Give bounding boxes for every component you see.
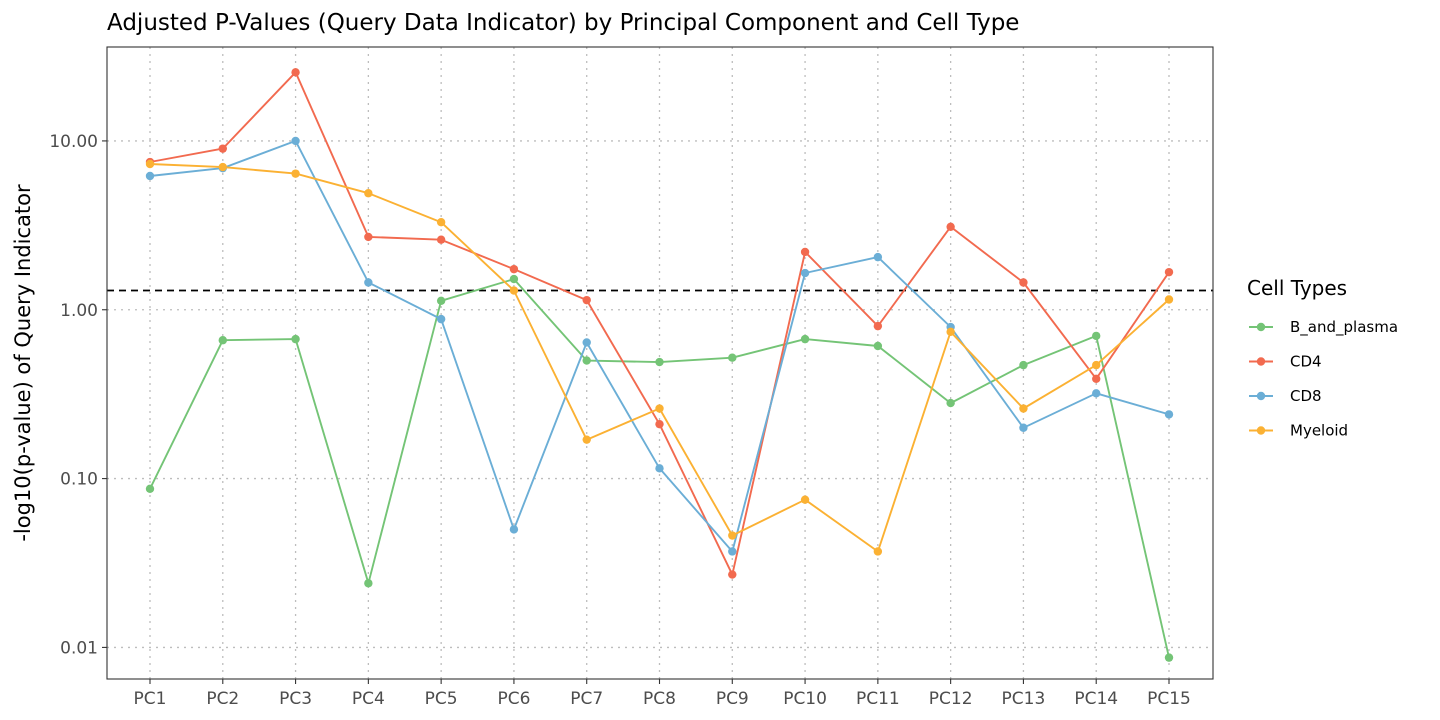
data-point-cd4 xyxy=(1019,278,1028,287)
data-point-myeloid xyxy=(1164,295,1174,304)
legend-label: Myeloid xyxy=(1290,422,1348,440)
data-point-b-and-plasma xyxy=(218,336,227,345)
data-point-cd8 xyxy=(800,268,810,278)
data-point-cd8 xyxy=(145,171,155,181)
data-point-cd4 xyxy=(436,235,446,244)
data-point-myeloid xyxy=(800,495,810,504)
legend-item: B_and_plasma xyxy=(1249,318,1398,337)
legend-key-point xyxy=(1256,357,1266,366)
legend-label: CD4 xyxy=(1290,353,1322,371)
data-point-myeloid xyxy=(145,159,155,169)
legend-item: CD8 xyxy=(1249,387,1322,405)
data-point-cd4 xyxy=(873,321,883,331)
data-point-cd8 xyxy=(728,547,737,556)
data-point-b-and-plasma xyxy=(800,334,810,344)
x-tick-label: PC9 xyxy=(716,689,749,709)
data-point-b-and-plasma xyxy=(1164,653,1174,662)
legend-item: Myeloid xyxy=(1249,422,1348,440)
data-point-b-and-plasma xyxy=(582,356,591,365)
y-tick-label: 10.00 xyxy=(49,132,98,152)
y-axis-label: -log10(p-value) of Query Indicator xyxy=(11,184,35,542)
data-point-b-and-plasma xyxy=(145,484,155,493)
data-point-cd4 xyxy=(946,222,955,231)
data-point-cd8 xyxy=(873,252,883,262)
data-point-myeloid xyxy=(436,218,446,227)
grid-lines xyxy=(107,47,1213,679)
data-point-cd8 xyxy=(509,525,519,534)
data-point-myeloid xyxy=(582,435,591,444)
data-point-cd4 xyxy=(509,264,519,274)
data-point-myeloid xyxy=(509,286,519,295)
x-tick-label: PC10 xyxy=(783,689,827,709)
data-point-cd4 xyxy=(1164,267,1174,277)
series-points xyxy=(145,68,1174,662)
x-tick-label: PC14 xyxy=(1074,689,1118,709)
data-point-cd4 xyxy=(655,419,664,429)
legend-title: Cell Types xyxy=(1247,276,1347,300)
data-point-cd8 xyxy=(1019,423,1028,432)
y-axis-ticks: 0.01 0.10 1.00 10.00 xyxy=(49,132,107,658)
data-point-cd8 xyxy=(1092,389,1101,398)
legend-label: B_and_plasma xyxy=(1290,318,1398,337)
x-tick-label: PC1 xyxy=(134,689,167,709)
data-point-cd8 xyxy=(436,314,446,324)
data-point-myeloid xyxy=(1019,404,1028,413)
data-point-b-and-plasma xyxy=(873,341,883,351)
x-tick-label: PC6 xyxy=(497,689,530,709)
x-tick-label: PC8 xyxy=(643,689,676,709)
data-point-myeloid xyxy=(728,531,737,540)
x-tick-label: PC5 xyxy=(425,689,458,709)
data-point-myeloid xyxy=(946,327,955,337)
legend-key-point xyxy=(1256,322,1266,332)
legend-label: CD8 xyxy=(1290,387,1322,405)
y-tick-label: 0.01 xyxy=(60,638,98,658)
x-tick-label: PC3 xyxy=(279,689,312,709)
x-tick-label: PC11 xyxy=(856,689,900,709)
data-point-b-and-plasma xyxy=(436,296,446,305)
data-point-cd8 xyxy=(1164,410,1174,419)
data-point-myeloid xyxy=(655,404,664,413)
data-point-b-and-plasma xyxy=(728,353,737,362)
y-tick-label: 0.10 xyxy=(60,470,98,490)
data-point-myeloid xyxy=(291,169,300,178)
legend-key-point xyxy=(1256,391,1266,401)
data-point-b-and-plasma xyxy=(364,579,373,588)
data-point-myeloid xyxy=(364,189,373,198)
x-axis-ticks: PC1 PC2 PC3 PC4 PC5 PC6 PC7 PC8 PC9 PC10 PC11 PC12 P… xyxy=(134,679,1191,709)
x-tick-label: PC7 xyxy=(570,689,603,709)
legend-key-point xyxy=(1256,426,1266,435)
data-point-cd8 xyxy=(655,464,664,473)
x-tick-label: PC13 xyxy=(1002,689,1046,709)
legend: Cell Types B_and_plasma CD4 CD8 Myeloid xyxy=(1247,276,1398,440)
data-point-cd4 xyxy=(364,232,373,242)
x-tick-label: PC2 xyxy=(206,689,239,709)
data-point-b-and-plasma xyxy=(291,334,300,344)
legend-item: CD4 xyxy=(1249,353,1322,371)
data-point-b-and-plasma xyxy=(946,398,955,408)
data-point-b-and-plasma xyxy=(509,274,519,284)
data-point-cd4 xyxy=(582,295,591,305)
data-point-cd8 xyxy=(582,338,591,347)
x-tick-label: PC12 xyxy=(929,689,973,709)
chart-title: Adjusted P-Values (Query Data Indicator)… xyxy=(107,10,1019,36)
data-point-b-and-plasma xyxy=(655,357,664,367)
data-point-myeloid xyxy=(873,547,883,556)
data-point-cd8 xyxy=(291,136,300,146)
data-point-b-and-plasma xyxy=(1019,360,1028,370)
data-point-myeloid xyxy=(1092,360,1101,370)
data-point-cd4 xyxy=(218,144,227,153)
data-point-cd4 xyxy=(291,68,300,77)
data-point-cd4 xyxy=(728,570,737,579)
data-point-myeloid xyxy=(218,162,227,172)
data-point-cd4 xyxy=(1092,374,1101,383)
x-tick-label: PC4 xyxy=(352,689,385,709)
data-point-cd4 xyxy=(800,247,810,257)
x-tick-label: PC15 xyxy=(1147,689,1191,709)
y-tick-label: 1.00 xyxy=(60,301,98,321)
data-point-cd8 xyxy=(364,278,373,287)
data-point-b-and-plasma xyxy=(1092,331,1101,341)
